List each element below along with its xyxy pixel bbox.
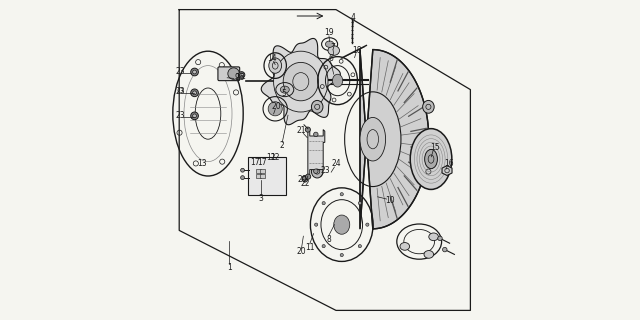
Circle shape xyxy=(238,72,244,78)
Text: 22: 22 xyxy=(301,179,310,188)
Text: 24: 24 xyxy=(331,159,341,168)
Circle shape xyxy=(306,174,311,179)
Ellipse shape xyxy=(400,243,410,250)
Circle shape xyxy=(193,91,196,95)
Ellipse shape xyxy=(326,41,334,47)
Text: 2: 2 xyxy=(280,141,285,150)
Text: 20: 20 xyxy=(298,175,307,184)
FancyBboxPatch shape xyxy=(248,157,287,195)
Circle shape xyxy=(302,176,308,182)
Text: 20: 20 xyxy=(296,247,307,256)
Text: 23: 23 xyxy=(175,87,185,96)
Text: 9: 9 xyxy=(234,73,239,82)
Circle shape xyxy=(240,73,243,77)
Ellipse shape xyxy=(425,149,438,169)
Text: 17: 17 xyxy=(257,158,267,167)
Ellipse shape xyxy=(280,86,289,93)
Ellipse shape xyxy=(228,68,239,79)
Text: 14: 14 xyxy=(267,54,277,63)
Ellipse shape xyxy=(360,117,385,161)
Text: 21: 21 xyxy=(296,126,305,135)
Text: 12: 12 xyxy=(266,153,276,162)
Circle shape xyxy=(314,223,317,226)
Ellipse shape xyxy=(268,102,282,116)
Circle shape xyxy=(340,253,344,257)
Text: 12: 12 xyxy=(271,153,280,162)
Ellipse shape xyxy=(422,165,434,178)
Ellipse shape xyxy=(328,46,339,55)
FancyBboxPatch shape xyxy=(260,169,265,173)
Circle shape xyxy=(241,168,244,172)
Text: 19: 19 xyxy=(324,28,334,37)
Text: 23: 23 xyxy=(175,67,185,76)
Circle shape xyxy=(191,112,198,120)
Text: 23: 23 xyxy=(320,166,330,175)
Circle shape xyxy=(191,89,198,97)
Text: 11: 11 xyxy=(305,243,314,252)
Polygon shape xyxy=(360,50,429,229)
Ellipse shape xyxy=(312,100,323,113)
Text: 4: 4 xyxy=(351,13,356,22)
Circle shape xyxy=(358,202,362,205)
FancyBboxPatch shape xyxy=(256,169,261,173)
Text: 18: 18 xyxy=(353,46,362,55)
Circle shape xyxy=(193,70,196,74)
Circle shape xyxy=(193,114,196,118)
FancyBboxPatch shape xyxy=(218,67,240,81)
Text: 5: 5 xyxy=(282,89,286,98)
Polygon shape xyxy=(308,130,325,174)
Circle shape xyxy=(314,132,318,137)
Ellipse shape xyxy=(429,233,438,241)
Circle shape xyxy=(340,193,344,196)
Text: 6: 6 xyxy=(328,54,333,63)
FancyBboxPatch shape xyxy=(256,174,261,178)
Text: 17: 17 xyxy=(250,158,260,167)
Text: 20: 20 xyxy=(272,102,282,111)
Circle shape xyxy=(322,202,325,205)
Text: 10: 10 xyxy=(385,196,395,205)
Polygon shape xyxy=(442,166,452,175)
Circle shape xyxy=(314,169,318,173)
Polygon shape xyxy=(261,38,340,125)
Circle shape xyxy=(365,223,369,226)
Text: 1: 1 xyxy=(227,263,232,272)
Ellipse shape xyxy=(334,215,349,234)
Circle shape xyxy=(438,236,442,241)
Text: 25: 25 xyxy=(236,73,246,82)
Circle shape xyxy=(241,176,244,180)
Circle shape xyxy=(191,68,198,76)
Text: 15: 15 xyxy=(429,143,440,152)
Text: 7: 7 xyxy=(331,43,335,52)
Circle shape xyxy=(443,247,447,252)
Text: 23: 23 xyxy=(175,111,185,120)
Ellipse shape xyxy=(422,100,434,113)
Text: 16: 16 xyxy=(444,159,454,168)
Ellipse shape xyxy=(410,129,452,189)
Ellipse shape xyxy=(269,58,282,73)
Ellipse shape xyxy=(283,62,319,101)
Circle shape xyxy=(322,244,325,248)
Circle shape xyxy=(358,244,362,248)
Ellipse shape xyxy=(312,165,323,178)
FancyBboxPatch shape xyxy=(260,174,265,178)
Circle shape xyxy=(305,127,310,132)
Text: 8: 8 xyxy=(326,235,331,244)
Ellipse shape xyxy=(333,74,343,87)
Text: 13: 13 xyxy=(196,159,207,168)
Ellipse shape xyxy=(424,251,434,258)
Text: 3: 3 xyxy=(259,194,263,203)
